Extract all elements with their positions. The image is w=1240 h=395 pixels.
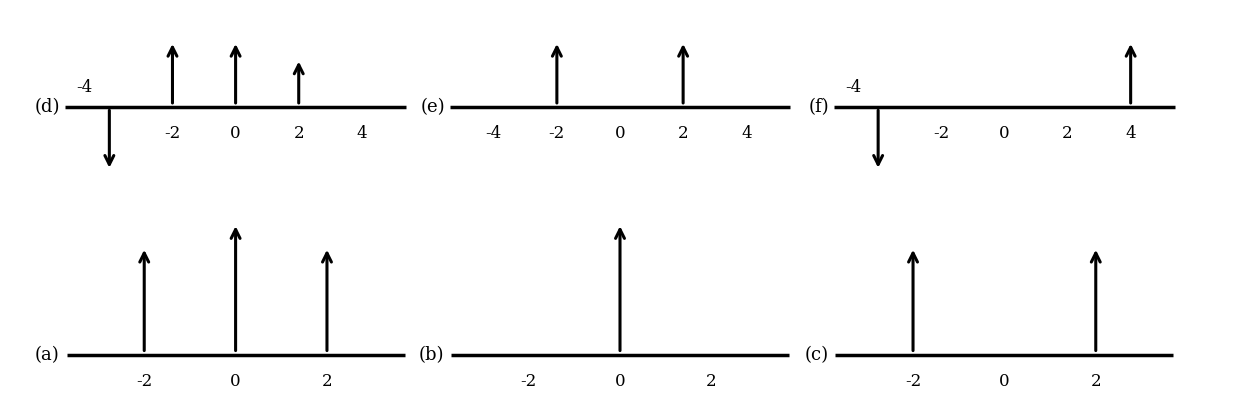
Text: (c): (c): [805, 346, 828, 364]
Text: (b): (b): [419, 346, 444, 364]
Text: -2: -2: [165, 125, 181, 142]
Text: 2: 2: [706, 373, 717, 390]
Text: 0: 0: [999, 373, 1009, 390]
Text: 0: 0: [231, 373, 241, 390]
Text: -4: -4: [486, 125, 502, 142]
Text: (e): (e): [420, 98, 445, 116]
Text: 2: 2: [1063, 125, 1073, 142]
Text: 0: 0: [615, 373, 625, 390]
Text: -4: -4: [76, 79, 92, 96]
Text: 2: 2: [678, 125, 688, 142]
Text: -2: -2: [136, 373, 153, 390]
Text: (d): (d): [35, 98, 61, 116]
Text: -2: -2: [521, 373, 537, 390]
Text: 0: 0: [615, 125, 625, 142]
Text: 2: 2: [321, 373, 332, 390]
Text: -2: -2: [549, 125, 565, 142]
Text: (f): (f): [808, 98, 830, 116]
Text: -4: -4: [844, 79, 861, 96]
Text: 4: 4: [1126, 125, 1136, 142]
Text: 2: 2: [294, 125, 304, 142]
Text: -2: -2: [905, 373, 921, 390]
Text: -2: -2: [934, 125, 950, 142]
Text: 0: 0: [999, 125, 1009, 142]
Text: 4: 4: [742, 125, 751, 142]
Text: 0: 0: [231, 125, 241, 142]
Text: 2: 2: [1090, 373, 1101, 390]
Text: (a): (a): [35, 346, 60, 364]
Text: 4: 4: [357, 125, 367, 142]
